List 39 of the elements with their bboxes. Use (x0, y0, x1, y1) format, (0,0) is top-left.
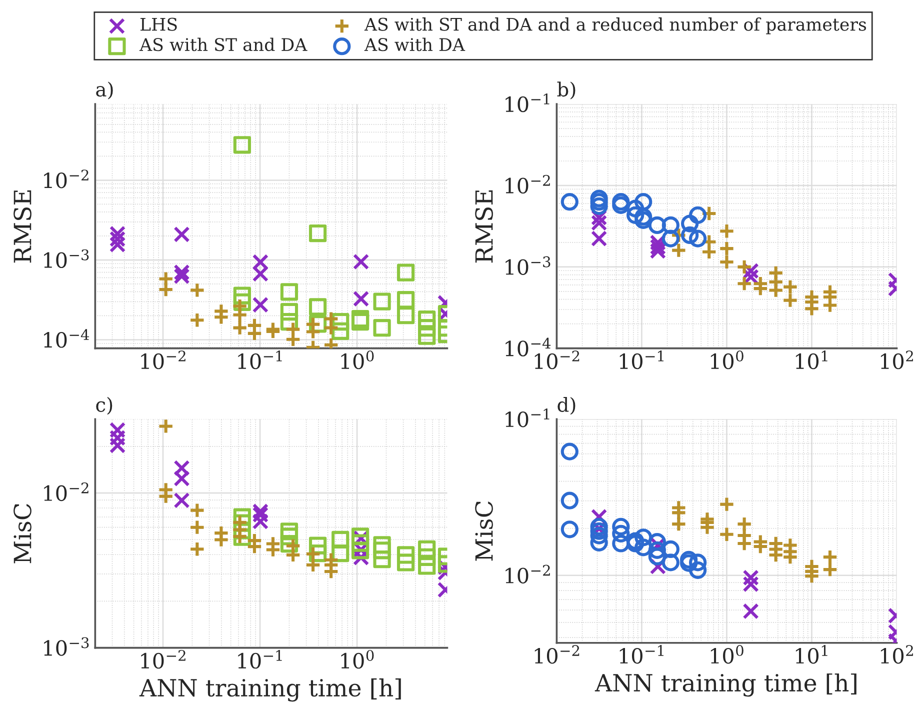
chart-title: c) (96, 396, 112, 415)
y-axis-title: MisC (475, 501, 493, 561)
legend-label: LHS (140, 18, 177, 31)
x-axis-title: ANN training time [h] (139, 678, 401, 702)
chart-title: a) (96, 82, 113, 100)
y-tick-label: 10$^{−2}$ (44, 170, 88, 188)
y-tick-label: 10$^{−3}$ (506, 256, 550, 275)
x-tick-label: 10$^{0}$ (341, 650, 374, 669)
x-tick-label: 10$^{−1}$ (238, 350, 282, 370)
x-tick-label: 10$^{0}$ (710, 645, 744, 664)
x-tick-label: 10$^{0}$ (341, 350, 374, 370)
x-tick-label: 10$^{−2}$ (141, 350, 186, 370)
y-axis-title: RMSE (14, 190, 32, 263)
y-tick-label: 10$^{−4}$ (44, 329, 90, 348)
legend-label: AS with ST and DA (139, 38, 308, 52)
x-tick-label: 10$^{0}$ (710, 350, 744, 370)
y-tick-label: 10$^{−1}$ (506, 93, 550, 112)
x-tick-label: 10$^{−1}$ (238, 650, 282, 669)
x-tick-label: 10$^{−1}$ (620, 350, 664, 370)
chart-title: b) (557, 82, 576, 100)
x-tick-label: 10$^{2}$ (880, 350, 913, 370)
x-tick-label: 10$^{−2}$ (141, 650, 186, 669)
chart-title: d) (558, 396, 576, 415)
y-tick-label: 10$^{−2}$ (506, 174, 550, 194)
y-tick-label: 10$^{−1}$ (506, 408, 550, 428)
x-axis-title: ANN training time [h] (594, 673, 856, 697)
x-tick-label: 10$^{1}$ (796, 645, 828, 664)
x-tick-label: 10$^{−2}$ (534, 645, 580, 664)
x-tick-label: 10$^{2}$ (880, 645, 913, 664)
y-axis-title: MisC (14, 504, 32, 564)
y-axis-title: RMSE (475, 190, 493, 263)
y-tick-label: 10$^{−3}$ (44, 249, 89, 268)
x-tick-label: 10$^{−1}$ (620, 645, 664, 664)
x-tick-label: 10$^{1}$ (796, 350, 828, 370)
legend-label: AS with DA (364, 38, 466, 52)
legend-label: AS with ST and DA and a reduced number of parameters (364, 17, 866, 34)
y-tick-label: 10$^{−2}$ (44, 482, 88, 502)
y-tick-label: 10$^{−3}$ (44, 637, 89, 656)
y-tick-label: 10$^{−2}$ (506, 564, 550, 584)
